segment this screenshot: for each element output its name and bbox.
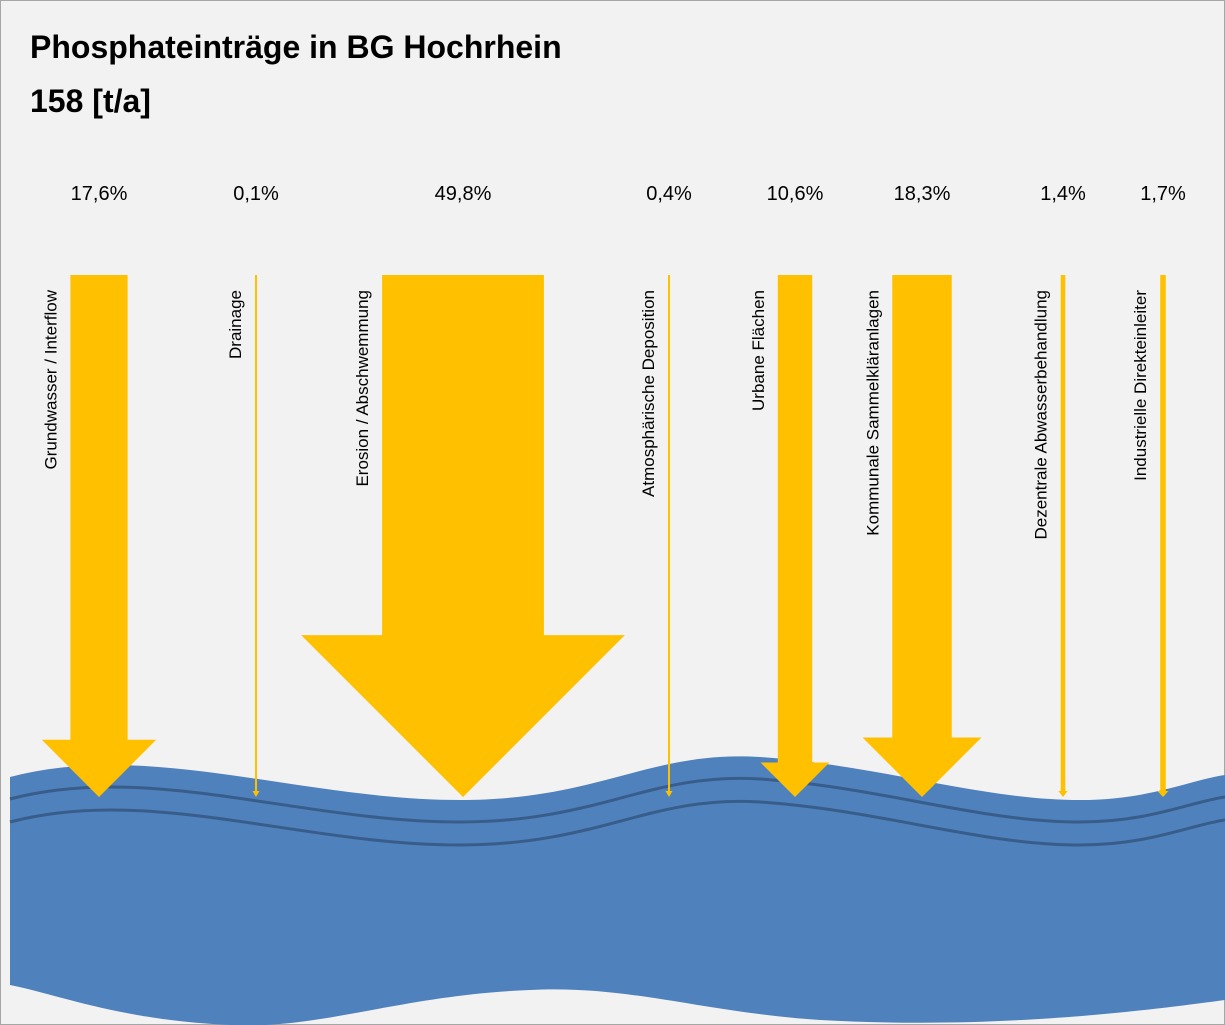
subtitle: 158 [t/a] <box>30 83 151 119</box>
flow-arrow <box>41 275 157 797</box>
category-label: Erosion / Abschwemmung <box>353 290 372 487</box>
category-label: Kommunale Sammelkläranlagen <box>863 290 882 536</box>
value-label: 10,6% <box>767 183 824 205</box>
value-label: 1,7% <box>1140 183 1186 205</box>
title: Phosphateinträge in BG Hochrhein <box>30 29 562 65</box>
category-label: Drainage <box>226 290 245 359</box>
category-label: Dezentrale Abwasserbehandlung <box>1032 290 1051 540</box>
flow-arrow <box>665 275 673 797</box>
value-label: 18,3% <box>894 183 951 205</box>
wave-line <box>9 776 1225 824</box>
flow-arrow <box>1058 275 1068 797</box>
flow-arrow <box>252 275 260 797</box>
value-label: 0,1% <box>233 183 279 205</box>
category-label: Atmosphärische Deposition <box>639 290 658 497</box>
category-label: Industrielle Direkteinleiter <box>1131 290 1150 481</box>
water-body <box>10 756 1225 1025</box>
category-label: Grundwasser / Interflow <box>41 289 60 469</box>
value-label: 0,4% <box>646 183 692 205</box>
flow-arrow <box>862 275 982 797</box>
value-label: 49,8% <box>435 183 492 205</box>
flow-arrow <box>760 275 830 797</box>
category-label: Urbane Flächen <box>749 290 768 411</box>
flow-arrow <box>1157 275 1169 797</box>
wave-line <box>9 799 1225 847</box>
value-label: 1,4% <box>1040 183 1086 205</box>
water <box>9 756 1225 1025</box>
value-label: 17,6% <box>71 183 128 205</box>
flow-arrow <box>301 275 625 797</box>
